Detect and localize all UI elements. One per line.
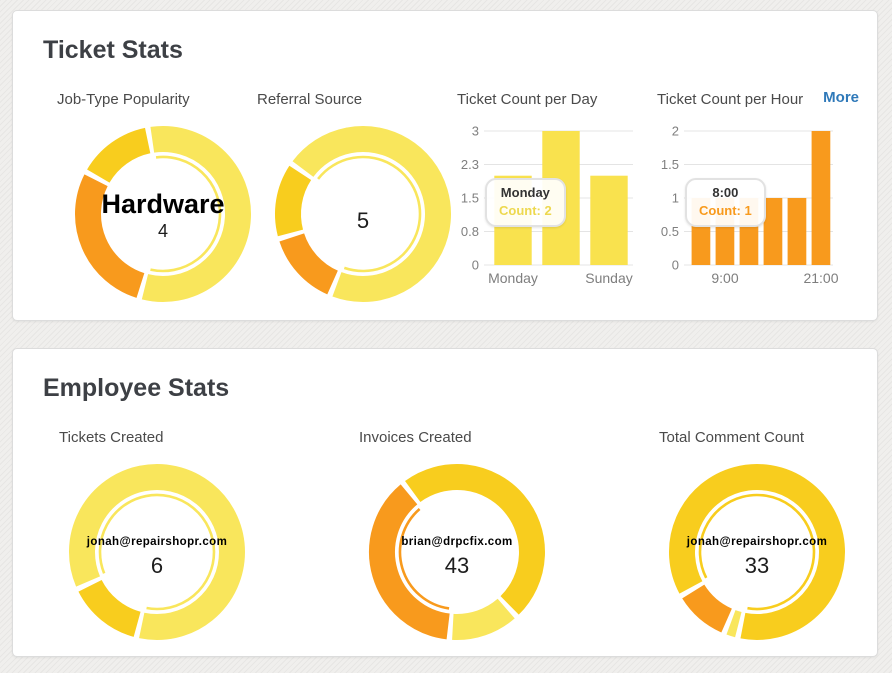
chart-title: Referral Source — [257, 91, 363, 108]
x-axis-tick-label: 9:00 — [711, 270, 738, 286]
tooltip-label: Monday — [500, 185, 550, 200]
y-axis-tick-label: 0 — [472, 258, 479, 273]
chart-title: Ticket Count per Day — [457, 91, 598, 108]
x-axis-tick-label: Monday — [488, 270, 538, 286]
donut-chart-wrap: Hardware 4 — [68, 119, 258, 309]
tickets-created-chart: Tickets Created jonah@repairshopr.com 6 — [47, 429, 347, 647]
donut-segment[interactable] — [405, 464, 545, 615]
donut-selected-inner-arc — [698, 493, 816, 611]
donut-segment[interactable] — [726, 610, 742, 638]
x-axis-tick-label: Sunday — [585, 270, 632, 286]
referral-source-donut[interactable] — [268, 119, 458, 309]
donut-segment[interactable] — [669, 464, 845, 640]
job-type-popularity-chart: Job-Type Popularity Hardware 4 — [43, 91, 251, 309]
donut-segment[interactable] — [452, 598, 515, 640]
chart-title: Ticket Count per Hour — [657, 91, 804, 108]
donut-chart-wrap: jonah@repairshopr.com 33 — [662, 457, 852, 647]
y-axis-tick-label: 1 — [672, 191, 679, 206]
donut-selected-inner-arc — [398, 508, 450, 610]
chart-title: Invoices Created — [359, 429, 472, 446]
more-link[interactable]: More — [823, 89, 859, 106]
bar[interactable] — [811, 131, 831, 265]
employee-stats-heading: Employee Stats — [43, 374, 230, 402]
y-axis-tick-label: 2 — [672, 124, 679, 139]
donut-chart-wrap: brian@drpcfix.com 43 — [362, 457, 552, 647]
ticket-count-per-day-chart: Ticket Count per Day 0 0.8 1.5 2.3 3 Monday Su… — [443, 91, 643, 309]
day-chart-tooltip: Monday Count: 2 — [485, 178, 566, 227]
donut-selected-inner-arc — [98, 493, 216, 611]
donut-segment[interactable] — [141, 126, 251, 302]
donut-chart-wrap: 5 — [268, 119, 458, 309]
tooltip-label: 8:00 — [712, 185, 739, 200]
y-axis-tick-label: 0 — [672, 258, 679, 273]
donut-selected-inner-arc — [317, 155, 422, 273]
donut-chart-wrap: jonah@repairshopr.com 6 — [62, 457, 252, 647]
bar[interactable] — [763, 198, 783, 265]
referral-source-chart: Referral Source 5 — [243, 91, 451, 309]
donut-segment[interactable] — [275, 165, 312, 237]
tickets-created-donut[interactable] — [62, 457, 252, 647]
donut-segment[interactable] — [279, 232, 339, 295]
y-axis-tick-label: 2.3 — [461, 157, 479, 172]
bar[interactable] — [590, 175, 628, 265]
donut-segment[interactable] — [292, 126, 451, 302]
y-axis-tick-label: 1.5 — [461, 191, 479, 206]
donut-segment[interactable] — [78, 579, 142, 637]
invoices-created-donut[interactable] — [362, 457, 552, 647]
ticket-count-per-hour-chart: Ticket Count per Hour 0 0.5 1 1.5 2 9:00 21:00… — [643, 91, 843, 309]
total-comment-count-chart: Total Comment Count jonah@repairshopr.co… — [647, 429, 892, 647]
tooltip-count: Count: 1 — [699, 203, 752, 218]
chart-title: Total Comment Count — [659, 429, 805, 446]
employee-charts-row: Tickets Created jonah@repairshopr.com 6 … — [47, 429, 877, 647]
y-axis-tick-label: 3 — [472, 124, 479, 139]
donut-segment[interactable] — [69, 464, 245, 640]
x-axis-tick-label: 21:00 — [803, 270, 838, 286]
y-axis-tick-label: 0.5 — [661, 224, 679, 239]
ticket-stats-heading: Ticket Stats — [43, 36, 183, 64]
ticket-stats-panel: Ticket Stats More Job-Type Popularity Ha… — [12, 10, 878, 321]
tooltip-count: Count: 2 — [499, 203, 552, 218]
total-comment-count-donut[interactable] — [662, 457, 852, 647]
donut-segment[interactable] — [682, 584, 733, 633]
donut-selected-inner-arc — [150, 155, 222, 273]
employee-stats-panel: Employee Stats Tickets Created jonah@rep… — [12, 348, 878, 657]
job-type-donut[interactable] — [68, 119, 258, 309]
bar[interactable] — [787, 198, 807, 265]
donut-segment[interactable] — [75, 174, 145, 298]
y-axis-tick-label: 0.8 — [461, 224, 479, 239]
chart-title: Job-Type Popularity — [57, 91, 190, 108]
invoices-created-chart: Invoices Created brian@drpcfix.com 43 — [347, 429, 647, 647]
y-axis-tick-label: 1.5 — [661, 157, 679, 172]
chart-title: Tickets Created — [59, 429, 164, 446]
donut-segment[interactable] — [369, 484, 451, 640]
hour-chart-tooltip: 8:00 Count: 1 — [685, 178, 766, 227]
donut-segment[interactable] — [87, 127, 151, 184]
ticket-charts-row: Job-Type Popularity Hardware 4 Referral … — [43, 91, 877, 309]
